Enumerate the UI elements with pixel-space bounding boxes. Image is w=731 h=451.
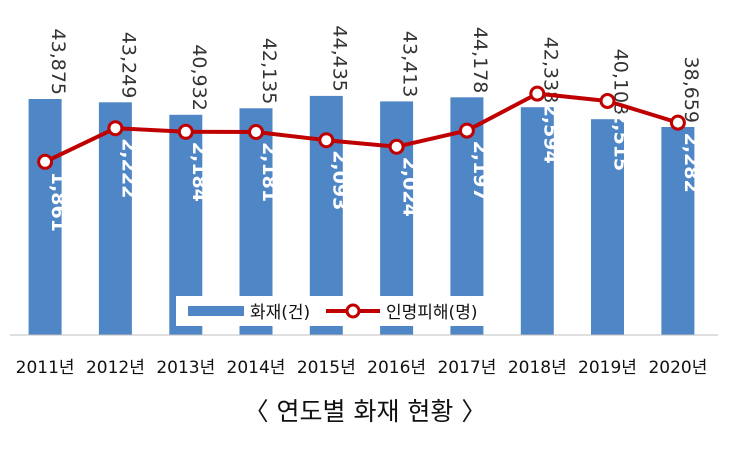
casualty-marker-2015년: [318, 132, 335, 149]
bar-2020년: [661, 127, 695, 335]
bar-value-label: 42,338: [539, 37, 561, 103]
fire-count-bars: [28, 95, 695, 336]
casualty-marker-2011년: [37, 153, 54, 170]
x-tick-label: 2015년: [297, 358, 356, 378]
casualty-labels: 1,861 2,222 2,184 2,181 2,093 2,024 2,197 2,594…: [47, 104, 702, 232]
casualty-marker-2013년: [177, 123, 194, 140]
fire-count-labels: 43,875 43,249 40,932 42,135 44,435 43,413 44,1…: [47, 25, 702, 123]
x-tick-label: 2013년: [156, 358, 215, 378]
legend-bar-swatch: [188, 306, 244, 316]
casualty-value-label: 2,594: [539, 104, 561, 164]
casualty-line-series: [37, 85, 686, 170]
legend-line-label: 인명피해(명): [386, 303, 477, 323]
casualty-value-label: 2,184: [188, 142, 210, 202]
casualty-marker-2014년: [248, 124, 264, 140]
bar-value-label: 42,135: [258, 38, 280, 104]
bar-value-label: 43,413: [399, 31, 421, 97]
casualty-value-label: 1,861: [47, 172, 69, 232]
bar-value-label: 43,875: [47, 29, 69, 95]
bar-value-label: 44,178: [469, 27, 491, 93]
bar-2019년: [591, 119, 624, 335]
x-tick-label: 2018년: [508, 358, 567, 378]
x-tick-label: 2014년: [227, 358, 286, 378]
bar-value-label: 40,932: [188, 44, 210, 110]
casualty-marker-2020년: [669, 114, 686, 131]
casualty-value-label: 2,282: [680, 133, 702, 193]
casualty-marker-2018년: [529, 85, 546, 102]
casualty-value-label: 2,515: [610, 111, 632, 171]
bar-2018년: [520, 107, 554, 335]
casualty-marker-2012년: [107, 120, 124, 137]
casualty-value-label: 2,181: [258, 142, 280, 202]
bar-value-label: 44,435: [328, 25, 350, 91]
x-tick-label: 2020년: [648, 358, 707, 378]
x-tick-label: 2017년: [437, 358, 496, 378]
casualty-value-label: 2,222: [117, 138, 139, 198]
casualty-marker-2016년: [388, 138, 405, 155]
casualty-value-label: 2,197: [469, 141, 491, 201]
x-tick-label: 2012년: [86, 358, 145, 378]
casualty-value-label: 2,024: [399, 157, 421, 217]
legend: 화재(건) 인명피해(명): [176, 296, 510, 326]
legend-bar-label: 화재(건): [250, 303, 310, 323]
x-tick-label: 2019년: [578, 358, 637, 378]
bar-value-label: 43,249: [117, 32, 139, 98]
x-tick-label: 2011년: [16, 358, 75, 378]
casualty-marker-2019년: [599, 93, 616, 109]
chart-caption: 〈 연도별 화재 현황 〉: [244, 397, 487, 426]
casualty-line: [44, 91, 679, 164]
bar-value-label: 38,659: [680, 57, 702, 123]
x-tick-label: 2016년: [367, 358, 426, 378]
bar-2011년: [28, 99, 62, 335]
legend-line-marker: [345, 303, 361, 319]
bar-2012년: [98, 102, 132, 335]
x-axis-ticks: 2011년 2012년 2013년 2014년 2015년 2016년 2017년 2018년…: [16, 358, 708, 378]
casualty-marker-2017년: [458, 122, 475, 139]
casualty-value-label: 2,093: [328, 150, 350, 210]
